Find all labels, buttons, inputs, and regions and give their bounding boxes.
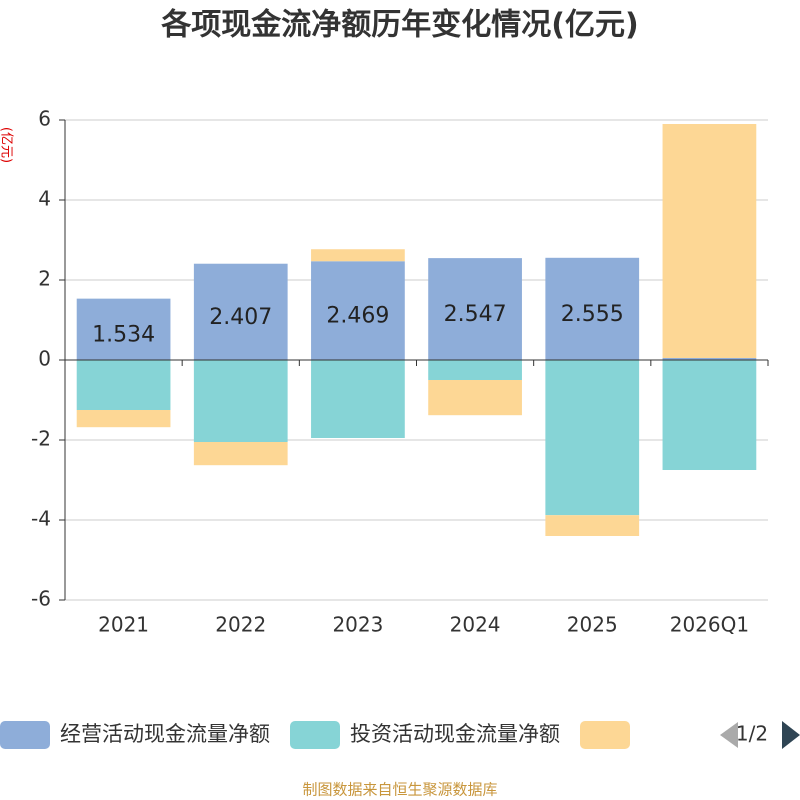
bar-segment: [428, 258, 522, 360]
y-tick-label: 0: [38, 347, 51, 371]
bar-segment: [545, 257, 640, 360]
bar-segment: [193, 360, 288, 442]
legend-next[interactable]: [782, 721, 800, 749]
x-tick-label: 2021: [98, 613, 149, 637]
legend-swatch: [0, 721, 50, 749]
bar-segment: [428, 380, 522, 416]
data-label: 2.407: [209, 305, 272, 330]
source-note: 制图数据来自恒生聚源数据库: [302, 781, 497, 799]
data-label: 2.469: [326, 304, 389, 329]
bar-segment: [662, 360, 757, 470]
bar-segment: [193, 263, 288, 360]
bar-segment: [662, 124, 757, 358]
y-tick-label: 2: [38, 267, 51, 291]
legend-swatch: [290, 721, 340, 749]
bar-segment: [545, 515, 640, 536]
bar-segment: [76, 410, 171, 428]
legend-swatch: [580, 721, 630, 749]
x-tick-label: 2024: [450, 613, 501, 637]
x-tick-label: 2026Q1: [670, 613, 749, 637]
y-tick-label: 6: [38, 107, 51, 131]
bar-segment: [311, 360, 405, 438]
bar-segment: [76, 360, 171, 410]
bar-segment: [428, 360, 522, 380]
y-axis-label: (亿元): [0, 127, 14, 163]
y-tick-label: -6: [31, 587, 51, 611]
y-tick-label: -2: [31, 427, 51, 451]
bar-segment: [662, 358, 757, 360]
x-tick-label: 2023: [332, 613, 383, 637]
legend-page: 1/2: [736, 722, 768, 746]
data-label: 2.547: [444, 302, 507, 327]
legend-prev[interactable]: [720, 722, 738, 748]
data-label: 2.555: [561, 302, 624, 327]
y-tick-label: 4: [38, 187, 51, 211]
data-label: 1.534: [92, 322, 155, 347]
chart-title: 各项现金流净额历年变化情况(亿元): [160, 8, 638, 43]
legend-label: 投资活动现金流量净额: [350, 722, 560, 746]
y-tick-label: -4: [31, 507, 51, 531]
legend-label: 经营活动现金流量净额: [60, 722, 270, 746]
bar-segment: [311, 261, 405, 360]
bar-segment: [76, 298, 171, 360]
bar-segment: [545, 360, 640, 516]
x-tick-label: 2025: [567, 613, 618, 637]
bar-segment: [193, 442, 288, 466]
bar-segment: [311, 249, 405, 262]
x-tick-label: 2022: [215, 613, 266, 637]
